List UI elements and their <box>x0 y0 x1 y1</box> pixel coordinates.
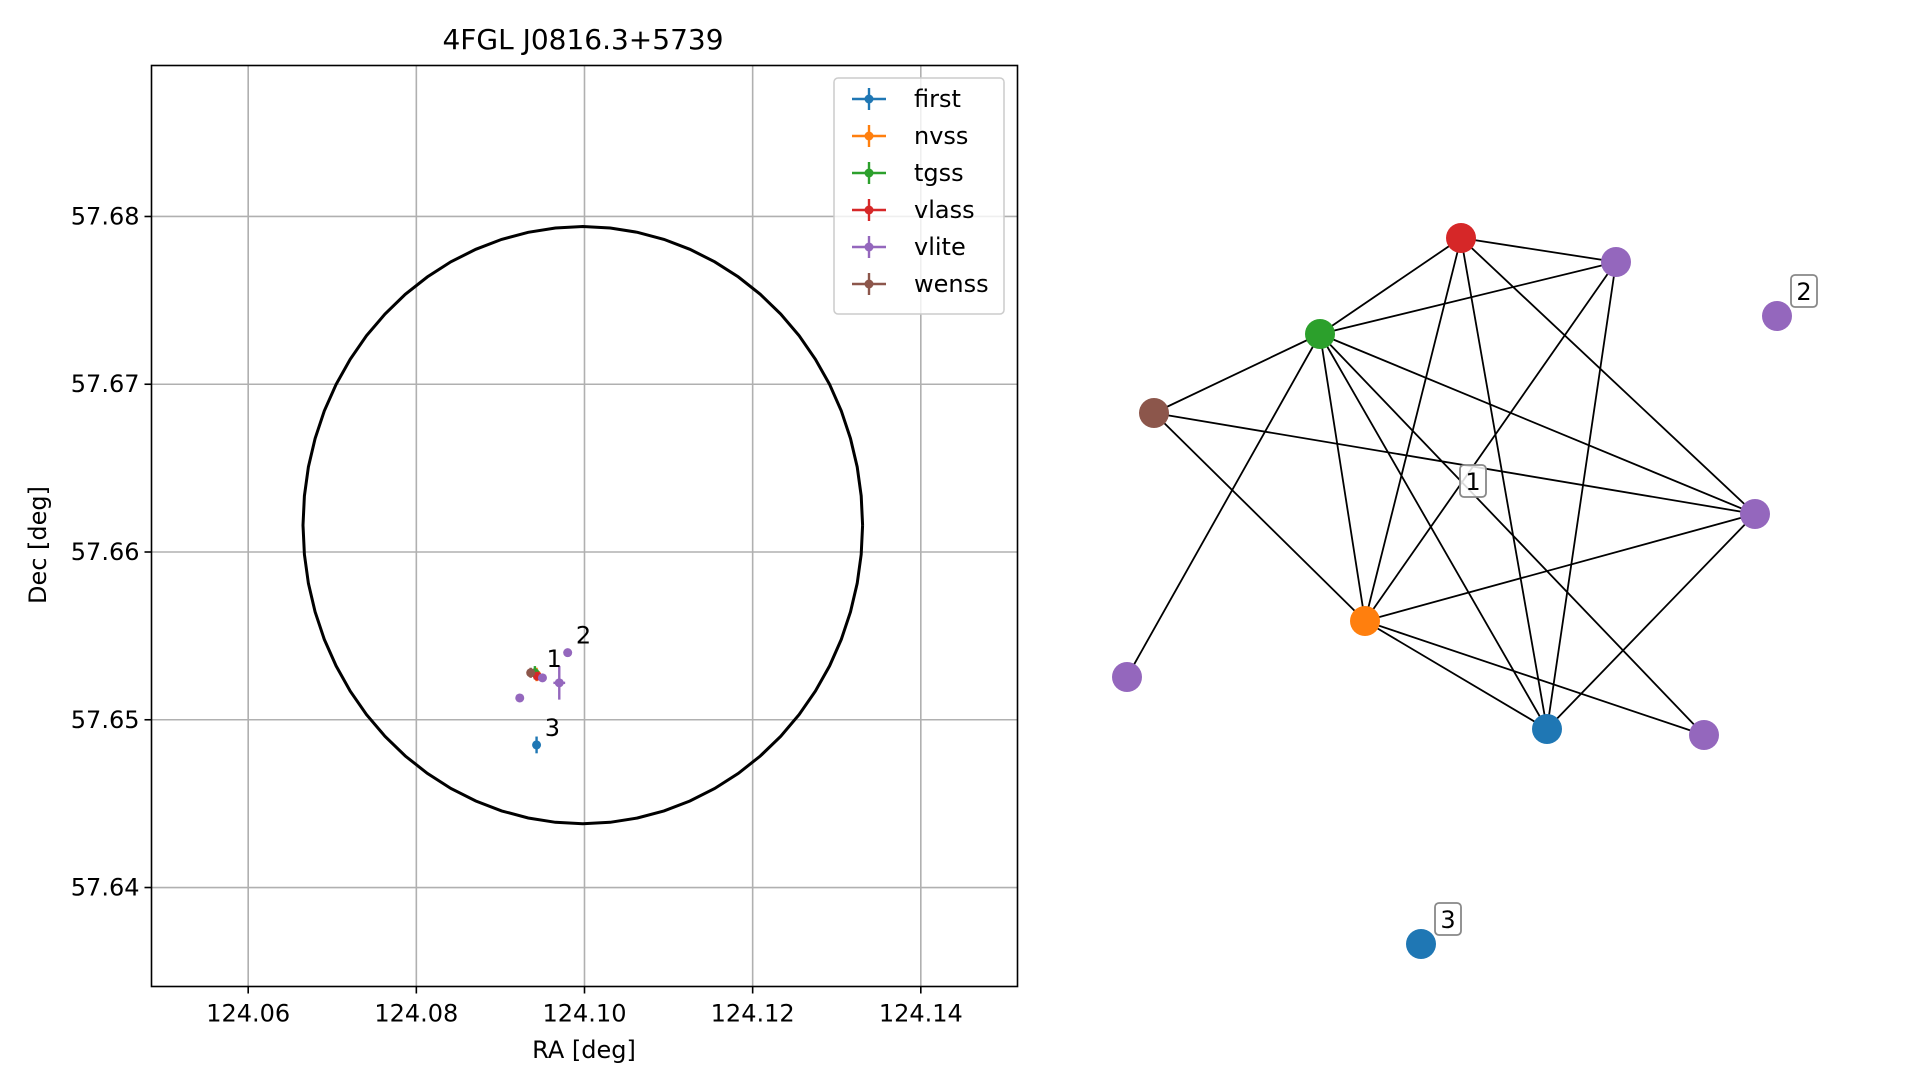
graph-edge <box>1153 412 1756 515</box>
legend-entry-wenss: wenss <box>852 270 989 298</box>
graph-edge <box>1126 333 1321 678</box>
annotation-label: 2 <box>576 622 591 650</box>
x-tick-label: 124.06 <box>206 1000 290 1028</box>
graph-edge <box>1319 261 1617 335</box>
scatter-plot: 4FGL J0816.3+5739 12 3 124.06 124.08 124.10… <box>24 23 1019 1064</box>
graph-node-wenss <box>1139 398 1169 428</box>
graph-label-box <box>1434 902 1462 936</box>
graph-node-first-b <box>1406 929 1436 959</box>
graph-edge <box>1319 333 1705 736</box>
graph-edge <box>1460 237 1548 730</box>
legend-marker <box>864 242 874 252</box>
graph-edge <box>1546 513 1756 730</box>
legend-label: vlass <box>914 196 975 224</box>
annotations: 12 3 <box>545 622 591 742</box>
legend-label: tgss <box>914 159 964 187</box>
graph-node-tgss <box>1305 319 1335 349</box>
graph-label-box <box>1459 464 1487 498</box>
point-vlite <box>515 693 525 703</box>
legend-label: wenss <box>914 270 989 298</box>
graph-label-3: 3 <box>1434 902 1462 936</box>
x-tick-label: 124.14 <box>879 1000 963 1028</box>
graph-nodes <box>1112 223 1792 959</box>
x-axis-label: RA [deg] <box>532 1036 636 1064</box>
graph-label-text: 2 <box>1796 278 1811 306</box>
graph-node-vlite-b <box>1762 301 1792 331</box>
graph-edge <box>1460 237 1617 263</box>
graph-edge <box>1364 620 1705 736</box>
marker <box>554 678 564 688</box>
graph-label-box <box>1790 274 1818 308</box>
legend-entry-first: first <box>852 85 961 113</box>
point-wenss <box>526 667 536 678</box>
marker <box>537 673 547 683</box>
data-points <box>515 648 573 754</box>
legend-marker <box>864 131 874 141</box>
legend-entry-tgss: tgss <box>852 159 964 187</box>
y-tick-label: 57.67 <box>71 370 140 398</box>
association-circle <box>301 224 865 826</box>
x-tick-label: 124.12 <box>711 1000 795 1028</box>
graph-node-vlite-a <box>1601 247 1631 277</box>
graph-node-vlite-e <box>1689 720 1719 750</box>
graph-label-1: 1 <box>1459 464 1487 498</box>
graph-edge <box>1546 261 1617 730</box>
graph-edge <box>1153 412 1366 622</box>
graph-edge <box>1153 333 1321 414</box>
point-vlite <box>563 648 573 658</box>
graph-label-text: 1 <box>1465 468 1480 496</box>
graph-node-vlite-c <box>1740 499 1770 529</box>
legend-entry-vlite: vlite <box>852 233 966 261</box>
graph-edge <box>1319 237 1462 335</box>
graph-edges <box>1126 237 1756 736</box>
graph-edge <box>1364 513 1756 622</box>
graph-edge <box>1319 333 1756 515</box>
legend-marker <box>864 205 874 215</box>
y-tick-label: 57.65 <box>71 706 140 734</box>
graph-edge <box>1319 333 1548 730</box>
graph-node-first-a <box>1532 714 1562 744</box>
x-tick-label: 124.08 <box>374 1000 458 1028</box>
graph-edge <box>1364 261 1617 622</box>
marker <box>532 740 542 750</box>
point-vlite <box>553 666 566 700</box>
graph-edge <box>1319 333 1366 622</box>
graph-node-vlass <box>1446 223 1476 253</box>
plot-title: 4FGL J0816.3+5739 <box>442 23 723 56</box>
x-tick-label: 124.10 <box>543 1000 627 1028</box>
point-first <box>532 736 542 754</box>
annotation-label: 1 <box>546 645 561 673</box>
annotation-label: 3 <box>545 714 560 742</box>
graph-edge <box>1364 237 1462 622</box>
y-tick-label: 57.64 <box>71 874 140 902</box>
y-tick-label: 57.68 <box>71 202 140 230</box>
marker <box>563 648 573 658</box>
graph-edge <box>1364 620 1548 730</box>
legend-label: nvss <box>914 122 968 150</box>
legend: first nvss tgss vlass vlite wenss <box>833 77 1005 315</box>
graph-label-text: 3 <box>1440 906 1455 934</box>
legend-marker <box>864 279 874 289</box>
graph-node-vlite-d <box>1112 662 1142 692</box>
marker <box>526 668 536 678</box>
axis-ticks: 124.06 124.08 124.10 124.12 124.14 57.64 57.65… <box>71 202 963 1027</box>
network-graph: 1 2 3 <box>1112 223 1818 959</box>
legend-entry-nvss: nvss <box>852 122 968 150</box>
legend-label: vlite <box>914 233 966 261</box>
point-vlite <box>537 673 547 683</box>
association-circle-outline <box>301 224 865 826</box>
graph-label-2: 2 <box>1790 274 1818 308</box>
legend-marker <box>864 94 874 104</box>
marker <box>515 693 525 703</box>
graph-labels: 1 2 3 <box>1434 274 1818 936</box>
legend-marker <box>864 168 874 178</box>
legend-label: first <box>914 85 961 113</box>
y-tick-label: 57.66 <box>71 538 140 566</box>
y-axis-label: Dec [deg] <box>24 486 52 604</box>
graph-edge <box>1460 237 1756 515</box>
graph-node-nvss <box>1350 606 1380 636</box>
legend-entry-vlass: vlass <box>852 196 975 224</box>
